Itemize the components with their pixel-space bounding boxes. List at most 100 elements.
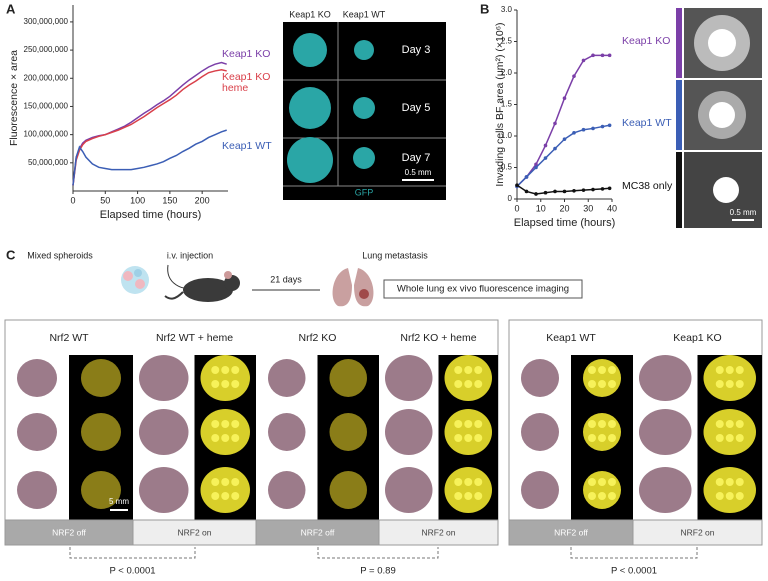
- nodule: [598, 366, 606, 374]
- nodule: [725, 420, 734, 428]
- nodule: [725, 492, 734, 500]
- nodule: [715, 420, 724, 428]
- series-line: [72, 69, 227, 186]
- marker: [553, 189, 557, 194]
- lung-photo: [639, 409, 692, 455]
- spheroid-cluster: [121, 266, 149, 294]
- marker: [600, 187, 605, 191]
- p-value: P < 0.0001: [109, 566, 155, 577]
- nodule: [221, 420, 230, 428]
- spheroid: [713, 177, 739, 203]
- x-tick-label: 150: [162, 195, 177, 205]
- nodule: [715, 366, 724, 374]
- marker: [581, 127, 586, 132]
- lung-photo: [639, 467, 692, 513]
- series-label: Keap1 KO heme: [222, 71, 271, 94]
- series-label-box: Keap1 KO heme: [222, 71, 271, 94]
- nodule: [598, 380, 606, 388]
- lung-photo: [639, 355, 692, 401]
- nodule: [735, 420, 744, 428]
- marker: [543, 143, 548, 148]
- x-tick-label: 0: [514, 203, 519, 213]
- group-header: Nrf2 KO: [299, 332, 337, 344]
- status-label: NRF2 on: [177, 527, 211, 537]
- nodule: [231, 366, 240, 374]
- lung-fluor: [444, 409, 492, 455]
- status-bar: [632, 519, 763, 546]
- nodule: [608, 492, 616, 500]
- marker: [562, 96, 567, 100]
- nodule: [454, 492, 463, 500]
- lung-photo: [139, 355, 189, 401]
- status-label: NRF2 on: [680, 527, 714, 537]
- marker: [572, 131, 576, 135]
- spheroid: [293, 33, 327, 67]
- nodule: [588, 492, 596, 500]
- step-label: Mixed spheroids: [27, 250, 93, 260]
- x-tick-label: 30: [583, 203, 593, 213]
- nodule: [725, 366, 734, 374]
- nodule: [588, 478, 596, 486]
- lung-fluor: [703, 467, 756, 513]
- nodule: [474, 380, 483, 388]
- nodule: [454, 380, 463, 388]
- y-tick-label: 250,000,000: [24, 45, 69, 54]
- marker: [581, 58, 586, 63]
- y-tick-label: 150,000,000: [24, 102, 69, 111]
- nodule: [474, 420, 483, 428]
- group-bar: [676, 80, 682, 150]
- comparison-bracket: [317, 547, 439, 559]
- nodule: [211, 492, 220, 500]
- series-label: MC38 only: [622, 181, 673, 193]
- lung-fluor: [703, 409, 756, 455]
- spheroid: [708, 29, 736, 57]
- series-line: [72, 129, 227, 186]
- series-line: [516, 124, 610, 187]
- nodule: [608, 420, 616, 428]
- nodule: [735, 366, 744, 374]
- x-tick-label: 20: [559, 203, 569, 213]
- lung-fluor: [81, 359, 121, 397]
- nodule: [474, 492, 483, 500]
- marker: [600, 53, 605, 58]
- nodule: [211, 434, 220, 442]
- lung-photo: [521, 359, 559, 397]
- row-label: Day 5: [402, 102, 431, 114]
- lung-fluor: [200, 355, 250, 401]
- marker: [600, 124, 605, 129]
- marker: [607, 53, 612, 58]
- readout-label: Whole lung ex vivo fluorescence imaging: [397, 284, 569, 295]
- marker: [524, 175, 529, 179]
- nodule: [598, 492, 606, 500]
- group-header: Keap1 KO: [673, 332, 721, 344]
- scale-label: 0.5 mm: [405, 168, 432, 177]
- nodule: [454, 366, 463, 374]
- nodule: [725, 434, 734, 442]
- mouse: [164, 271, 240, 302]
- nodule: [735, 434, 744, 442]
- nodule: [735, 478, 744, 486]
- marker: [534, 162, 538, 167]
- y-tick-label: 2.0: [501, 68, 513, 77]
- lung-fluor: [81, 413, 121, 451]
- nodule: [608, 380, 616, 388]
- nodule: [725, 380, 734, 388]
- status-label: NRF2 off: [301, 527, 335, 537]
- series-label: Keap1 WT: [622, 118, 672, 130]
- step-label: 21 days: [270, 274, 302, 284]
- nodule: [221, 366, 230, 374]
- series-line: [72, 61, 227, 186]
- y-axis-title: Invading cells BF area (μm²) (×10⁶): [494, 22, 506, 186]
- lung-photo: [268, 413, 306, 451]
- nodule: [221, 434, 230, 442]
- status-bar: [508, 519, 634, 546]
- spheroid: [354, 40, 374, 60]
- nodule: [464, 478, 473, 486]
- step-label: Lung metastasis: [362, 250, 428, 260]
- marker: [553, 121, 557, 126]
- marker: [581, 188, 586, 192]
- y-tick-label: 0.5: [501, 163, 513, 172]
- lung-photo: [385, 355, 433, 401]
- nodule: [725, 478, 734, 486]
- x-tick-label: 10: [536, 203, 546, 213]
